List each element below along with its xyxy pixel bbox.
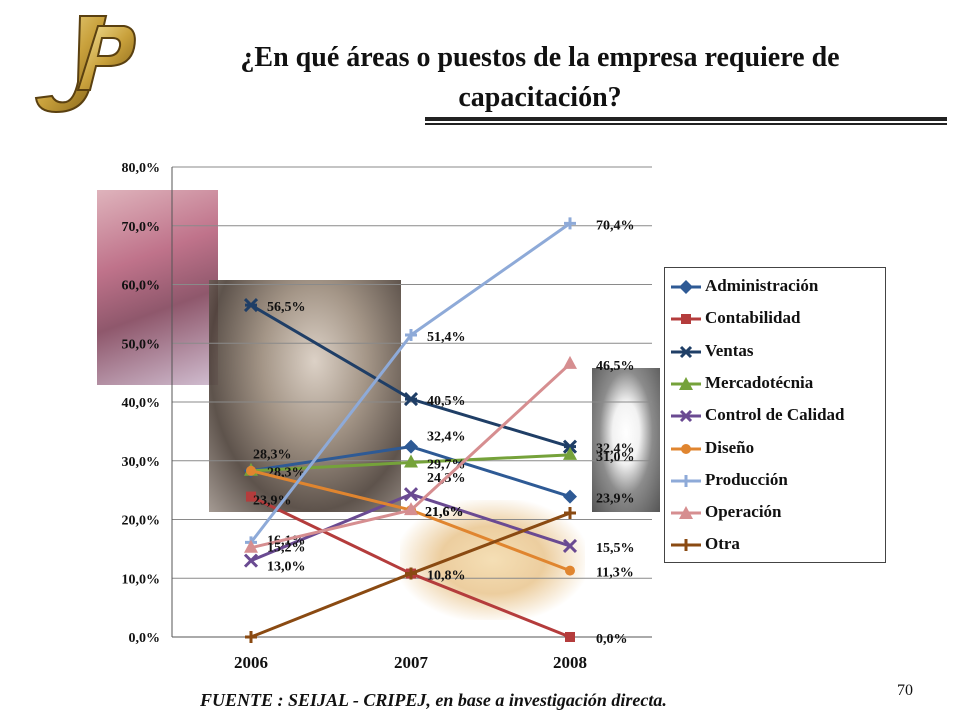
- legend-label: Contabilidad: [705, 308, 801, 328]
- legend-item: Ventas: [665, 337, 885, 367]
- data-label: 23,9%: [596, 492, 635, 507]
- data-point: [405, 567, 417, 580]
- legend-symbol: [671, 345, 701, 358]
- legend-label: Ventas: [705, 340, 754, 360]
- y-tick-label: 70,0%: [122, 220, 161, 235]
- legend-symbol: [671, 314, 701, 325]
- legend-symbol: [671, 474, 701, 487]
- data-point: [562, 439, 578, 454]
- data-point: [563, 489, 577, 504]
- legend-item: Operación: [665, 498, 885, 528]
- legend-item: Control de Calidad: [665, 401, 885, 431]
- legend-item: Producción: [665, 466, 885, 496]
- y-tick-label: 0,0%: [129, 631, 161, 646]
- data-label: 32,4%: [427, 430, 466, 445]
- title-underline-thin: [425, 123, 947, 125]
- legend-label: Operación: [705, 502, 782, 522]
- data-point: [565, 565, 575, 576]
- data-point: [563, 355, 577, 369]
- legend-item: Mercadotécnia: [665, 369, 885, 399]
- page-number: 70: [897, 682, 913, 699]
- y-tick-label: 40,0%: [122, 396, 161, 411]
- y-tick-label: 30,0%: [122, 455, 161, 470]
- data-label: 13,0%: [267, 560, 306, 575]
- data-point: [563, 446, 577, 460]
- slide-title: ¿En qué áreas o puestos de la empresa re…: [240, 42, 840, 113]
- data-point: [403, 487, 419, 502]
- data-label: 56,5%: [267, 300, 306, 315]
- data-label: 32,4%: [596, 442, 635, 457]
- legend-symbol: [671, 410, 701, 423]
- data-label: 11,3%: [596, 566, 634, 581]
- data-label: 46,5%: [596, 359, 635, 374]
- legend-symbol: [671, 443, 701, 454]
- data-point: [562, 538, 578, 553]
- jp-logo: [34, 15, 136, 114]
- legend-item: Otra: [665, 530, 885, 560]
- data-label: 10,8%: [427, 569, 466, 584]
- data-point: [243, 298, 259, 313]
- legend-symbol: [671, 539, 701, 552]
- chart-legend: Administración Contabilidad Ventas Mercadot…: [664, 267, 886, 563]
- legend-label: Diseño: [705, 437, 755, 457]
- title-underline: [425, 117, 947, 121]
- legend-label: Administración: [705, 276, 819, 295]
- legend-item: Diseño: [665, 434, 885, 464]
- data-label: 21,6%: [425, 505, 464, 520]
- y-tick-label: 60,0%: [122, 279, 161, 294]
- legend-label: Otra: [705, 534, 740, 554]
- legend-symbol: [671, 376, 701, 390]
- legend-item: Administración: [665, 272, 885, 302]
- data-point: [404, 439, 418, 454]
- data-point: [564, 507, 576, 520]
- data-label: 15,2%: [267, 541, 306, 556]
- data-point: [403, 392, 419, 407]
- data-label: 0,0%: [596, 632, 628, 647]
- data-label: 28,3%: [253, 448, 292, 463]
- data-point: [244, 539, 258, 553]
- x-tick-label: 2006: [234, 653, 268, 672]
- data-point: [243, 553, 259, 568]
- y-tick-label: 50,0%: [122, 337, 161, 352]
- data-label: 31,0%: [596, 450, 635, 465]
- data-point: [564, 217, 576, 230]
- data-point: [246, 465, 256, 476]
- data-point: [405, 329, 417, 342]
- legend-label: Producción: [705, 469, 788, 489]
- data-label: 40,5%: [427, 394, 466, 409]
- y-tick-label: 20,0%: [122, 514, 161, 529]
- series-line-2: [250, 303, 571, 449]
- data-label: 21,6%: [425, 505, 464, 520]
- data-point: [246, 491, 256, 502]
- legend-item: Contabilidad: [665, 304, 885, 334]
- x-tick-label: 2008: [553, 653, 587, 672]
- x-tick-label: 2007: [394, 653, 429, 672]
- legend-symbol: [671, 506, 701, 520]
- legend-label: Mercadotécnia: [705, 372, 814, 392]
- y-tick-label: 10,0%: [122, 572, 161, 587]
- data-label: 51,4%: [427, 330, 466, 345]
- source-note: FUENTE : SEIJAL - CRIPEJ, en base a inve…: [200, 690, 667, 710]
- data-point: [245, 631, 257, 643]
- legend-label: Control de Calidad: [705, 405, 845, 425]
- data-point: [565, 632, 575, 642]
- data-point: [404, 502, 418, 516]
- data-point: [404, 454, 418, 468]
- data-label: 70,4%: [596, 218, 635, 233]
- background-photo-right: [592, 368, 660, 512]
- background-photo-left: [97, 190, 218, 385]
- y-tick-label: 80,0%: [122, 161, 161, 176]
- legend-symbol: [671, 280, 701, 294]
- data-label: 15,5%: [596, 541, 635, 556]
